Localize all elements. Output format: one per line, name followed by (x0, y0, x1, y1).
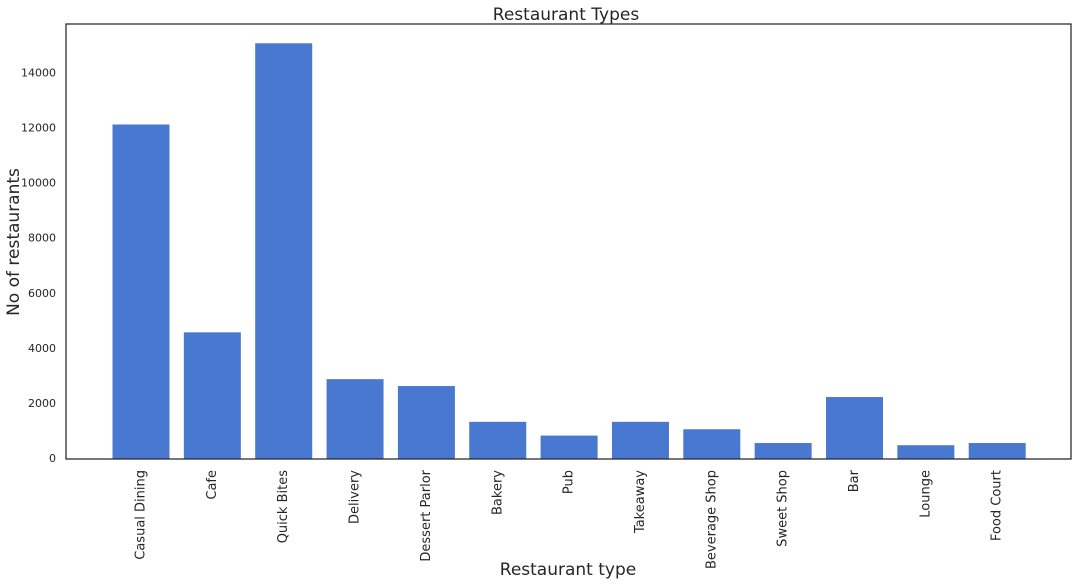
x-tick-label: Pub (562, 470, 577, 494)
x-tick-label: Bakery (490, 470, 505, 515)
bar-quick-bites (255, 43, 313, 459)
x-ticks-group: Casual Dining Cafe Quick Bites Delivery Dess… (134, 469, 1005, 569)
y-tick-label: 14000 (21, 67, 56, 80)
bar-casual-dining (112, 124, 170, 459)
bar-dessert-parlor (397, 386, 455, 459)
bar-delivery (326, 379, 384, 459)
bar-cafe (183, 332, 241, 459)
x-tick-label: Sweet Shop (776, 470, 791, 547)
bar-lounge (897, 445, 955, 459)
x-tick-label: Bar (847, 469, 862, 492)
x-tick-label: Delivery (348, 470, 363, 524)
bar-bakery (469, 421, 527, 459)
bar-food-court (968, 443, 1026, 459)
x-tick-label: Beverage Shop (704, 470, 719, 569)
x-tick-label: Food Court (990, 470, 1005, 541)
bars-group (112, 43, 1026, 459)
x-tick-label: Quick Bites (276, 470, 291, 544)
plot-frame (65, 23, 1072, 460)
bar-beverage-shop (683, 429, 741, 459)
y-tick-label: 10000 (21, 177, 56, 190)
x-tick-label: Lounge (918, 470, 933, 518)
y-tick-label: 8000 (28, 232, 56, 245)
bar-takeaway (611, 421, 669, 459)
x-tick-label: Dessert Parlor (419, 469, 434, 561)
y-tick-label: 0 (49, 452, 56, 465)
y-axis-label: No of restaurants (4, 168, 24, 316)
bar-bar (826, 397, 883, 459)
y-tick-label: 6000 (28, 287, 56, 300)
x-axis-label: Restaurant type (500, 560, 636, 580)
bar-sweet-shop (754, 443, 812, 459)
x-tick-label: Cafe (205, 470, 220, 500)
chart-title: Restaurant Types (493, 5, 640, 25)
bar-pub (540, 435, 598, 459)
y-tick-label: 12000 (21, 122, 56, 135)
y-tick-label: 2000 (28, 397, 56, 410)
y-ticks-group: 0 2000 4000 6000 8000 10000 12000 14000 (21, 67, 56, 465)
x-tick-label: Casual Dining (134, 470, 149, 560)
y-tick-label: 4000 (28, 342, 56, 355)
x-tick-label: Takeaway (633, 470, 648, 534)
